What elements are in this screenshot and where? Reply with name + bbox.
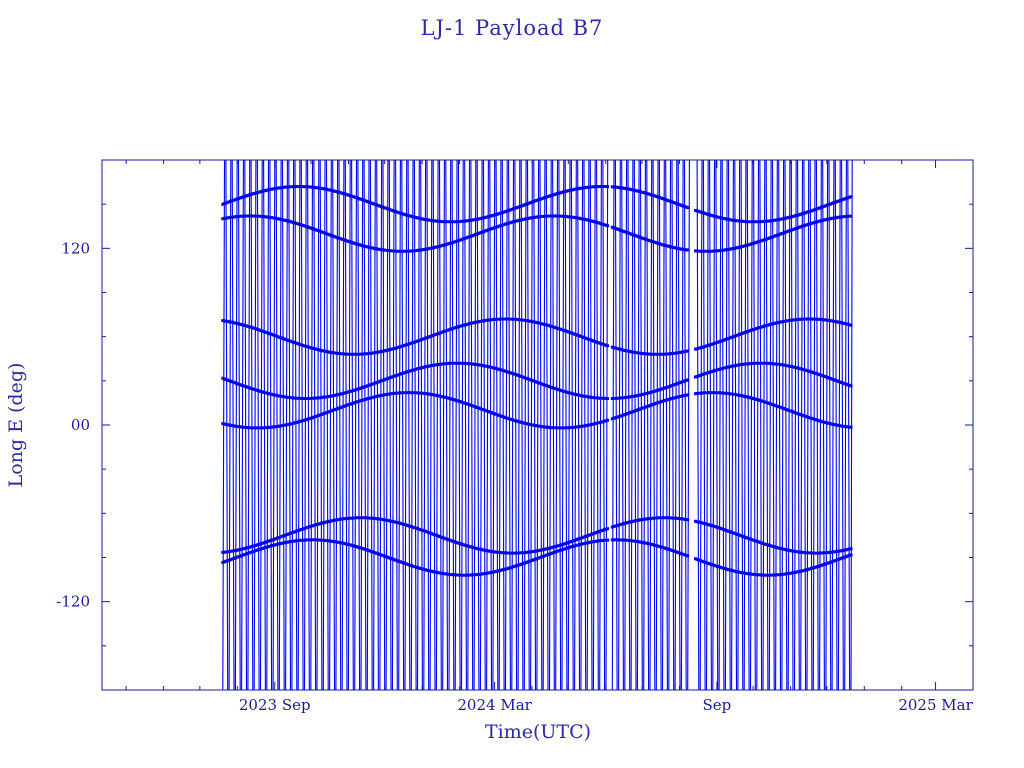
y-tick-label: 120 xyxy=(61,239,90,257)
chart-title: LJ-1 Payload B7 xyxy=(420,16,604,40)
x-tick-label: 2023 Sep xyxy=(239,696,311,714)
x-tick-label: 2025 Mar xyxy=(898,696,973,714)
x-tick-label: Sep xyxy=(703,696,732,714)
y-axis-label: Long E (deg) xyxy=(5,363,27,488)
series-layer xyxy=(221,159,853,691)
series-points xyxy=(221,185,853,577)
y-tick-label: -120 xyxy=(56,593,90,611)
x-tick-label: 2024 Mar xyxy=(457,696,532,714)
y-tick-label: 00 xyxy=(71,416,90,434)
x-axis-label: Time(UTC) xyxy=(485,721,591,743)
ticks-layer: 120 00 -120 2023 Sep 2024 Mar Sep 2025 Mar xyxy=(56,160,974,714)
